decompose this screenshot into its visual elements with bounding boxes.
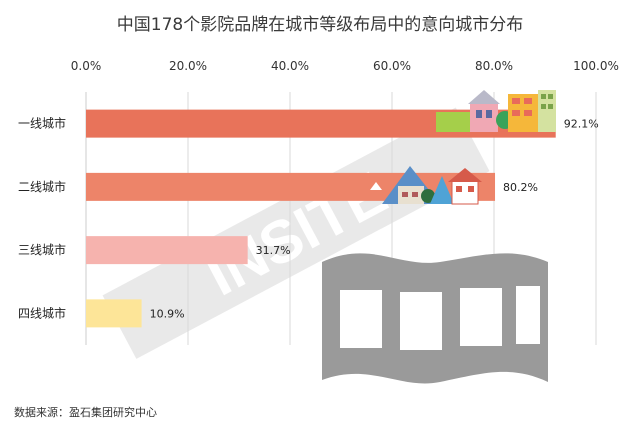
category-label: 三线城市	[18, 242, 66, 257]
value-label: 92.1%	[564, 118, 599, 131]
x-tick-label: 20.0%	[169, 59, 207, 73]
film-strip-illustration	[322, 253, 548, 384]
value-label: 80.2%	[503, 181, 538, 194]
houses-illustration	[370, 166, 482, 205]
bar	[86, 236, 248, 265]
x-tick-label: 0.0%	[71, 59, 102, 73]
x-tick-label: 60.0%	[373, 59, 411, 73]
value-label: 10.9%	[150, 307, 185, 320]
x-tick-label: 40.0%	[271, 59, 309, 73]
value-label: 31.7%	[256, 244, 291, 257]
category-label: 四线城市	[18, 305, 66, 320]
category-label: 二线城市	[18, 179, 66, 194]
bars	[86, 109, 556, 328]
buildings-illustration	[436, 90, 556, 132]
value-labels: 92.1% 80.2% 31.7% 10.9%	[150, 118, 599, 321]
category-label: 一线城市	[18, 116, 66, 131]
x-tick-label: 80.0%	[475, 59, 513, 73]
source-note: 数据来源：盈石集团研究中心	[14, 406, 157, 419]
x-tick-label: 100.0%	[573, 59, 619, 73]
bar	[86, 299, 142, 328]
x-axis-ticks: 0.0% 20.0% 40.0% 60.0% 80.0% 100.0%	[71, 59, 619, 73]
chart-title: 中国178个影院品牌在城市等级布局中的意向城市分布	[116, 15, 524, 35]
